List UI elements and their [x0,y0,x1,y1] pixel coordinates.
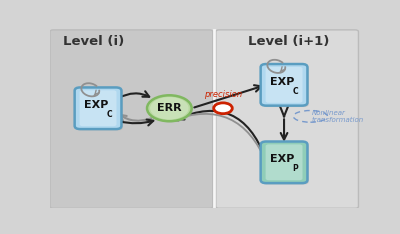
Text: precision: precision [204,90,242,99]
FancyBboxPatch shape [261,64,308,106]
FancyBboxPatch shape [75,88,122,129]
FancyBboxPatch shape [262,66,309,107]
Text: Level (i): Level (i) [63,35,124,48]
Text: P: P [293,164,298,173]
Circle shape [150,97,188,119]
Circle shape [148,97,193,122]
Text: EXP: EXP [84,100,109,110]
Circle shape [147,95,192,121]
Text: EXP: EXP [270,77,295,87]
FancyBboxPatch shape [216,30,358,208]
FancyBboxPatch shape [261,142,308,183]
FancyBboxPatch shape [266,67,302,103]
FancyBboxPatch shape [266,144,302,180]
Circle shape [214,103,232,114]
Text: Nonlinear
transformation: Nonlinear transformation [312,110,364,123]
FancyBboxPatch shape [50,30,213,208]
FancyBboxPatch shape [80,90,116,126]
Text: C: C [293,87,298,96]
Text: ERR: ERR [157,103,182,113]
Text: EXP: EXP [270,154,295,165]
Text: C: C [107,110,112,119]
FancyBboxPatch shape [262,143,309,185]
FancyBboxPatch shape [76,89,123,131]
Text: Level (i+1): Level (i+1) [248,35,329,48]
